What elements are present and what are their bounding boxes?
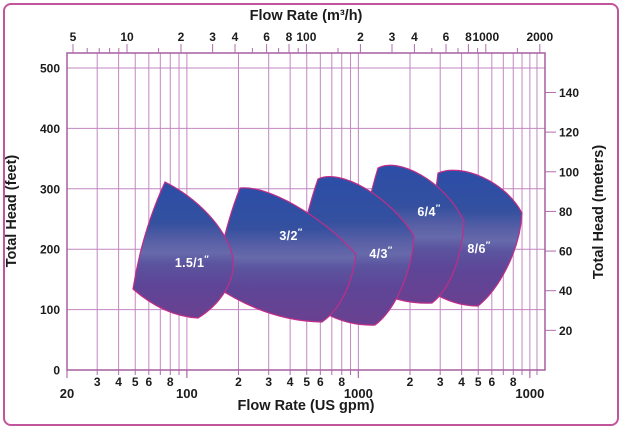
bottom-axis-major-label: 20 <box>60 386 74 401</box>
bottom-axis-tick-label: 6 <box>145 375 152 389</box>
bottom-axis-tick-label: 5 <box>303 375 310 389</box>
bottom-axis-tick-label: 3 <box>94 375 101 389</box>
top-axis-title: Flow Rate (m³/h) <box>250 8 363 24</box>
top-axis-tick-label: 2000 <box>526 30 553 44</box>
right-axis-tick-label: 60 <box>559 245 573 259</box>
right-axis-tick-label: 140 <box>559 86 579 100</box>
pump-envelope-label: 3/2″ <box>279 227 302 243</box>
bottom-axis-tick-label: 5 <box>132 375 139 389</box>
bottom-axis-tick-label: 2 <box>407 375 414 389</box>
left-axis-tick-label: 200 <box>40 243 60 257</box>
bottom-axis-tick-label: 4 <box>287 375 294 389</box>
top-axis-tick-label: 4 <box>411 30 418 44</box>
top-axis-tick-label: 3 <box>209 30 216 44</box>
bottom-axis-title: Flow Rate (US gpm) <box>238 398 375 414</box>
pump-envelope-area <box>132 181 234 319</box>
top-axis-tick-label: 6 <box>443 30 450 44</box>
bottom-axis-tick-label: 6 <box>488 375 495 389</box>
top-axis-tick-label: 6 <box>263 30 270 44</box>
bottom-axis-tick-label: 8 <box>167 375 174 389</box>
top-axis-tick-label: 3 <box>389 30 396 44</box>
right-axis-tick-label: 20 <box>559 324 573 338</box>
pump-envelope-label: 1.5/1″ <box>175 254 209 270</box>
bottom-axis-tick-label: 8 <box>510 375 517 389</box>
top-axis-tick-label: 10 <box>120 30 134 44</box>
bottom-axis-tick-label: 4 <box>458 375 465 389</box>
top-axis-tick-label: 4 <box>232 30 239 44</box>
bottom-axis-tick-label: 8 <box>338 375 345 389</box>
right-axis-title: Total Head (meters) <box>591 145 607 279</box>
pump-envelope-label: 8/6″ <box>467 240 490 256</box>
left-axis-tick-label: 400 <box>40 122 60 136</box>
bottom-axis-tick-label: 4 <box>115 375 122 389</box>
right-axis-tick-label: 100 <box>559 165 579 179</box>
bottom-axis-tick-label: 3 <box>265 375 272 389</box>
left-axis-tick-label: 500 <box>40 62 60 76</box>
bottom-axis-tick-label: 5 <box>475 375 482 389</box>
left-axis-tick-label: 100 <box>40 303 60 317</box>
pump-envelope-1.5-1-: 1.5/1″ <box>132 181 234 319</box>
bottom-axis-major-label: 1000 <box>344 386 373 401</box>
bottom-axis-tick-label: 3 <box>437 375 444 389</box>
bottom-axis-major-label: 1000 <box>515 386 544 401</box>
pump-envelopes: 8/6″ 6/4″ 4/3″ 3/2″ 1.5/1″ <box>132 164 523 326</box>
top-axis-tick-label: 8 <box>286 30 293 44</box>
bottom-axis-tick-label: 6 <box>317 375 324 389</box>
right-axis-tick-label: 40 <box>559 284 573 298</box>
top-axis-tick-label: 2 <box>178 30 185 44</box>
top-axis-tick-label: 1000 <box>472 30 499 44</box>
top-axis-tick-label: 2 <box>357 30 364 44</box>
bottom-axis-major-label: 100 <box>176 386 198 401</box>
pump-envelope-label: 6/4″ <box>417 203 440 219</box>
left-axis-title: Total Head (feet) <box>4 155 20 268</box>
left-axis-tick-label: 300 <box>40 182 60 196</box>
top-axis-tick-label: 100 <box>296 30 316 44</box>
pump-envelope-label: 4/3″ <box>369 245 392 261</box>
top-axis-tick-label: 8 <box>465 30 472 44</box>
left-axis-tick-label: 0 <box>53 364 60 378</box>
right-axis-tick-label: 120 <box>559 126 579 140</box>
right-axis-tick-label: 80 <box>559 205 573 219</box>
top-axis-tick-label: 5 <box>70 30 77 44</box>
bottom-axis-tick-label: 2 <box>235 375 242 389</box>
